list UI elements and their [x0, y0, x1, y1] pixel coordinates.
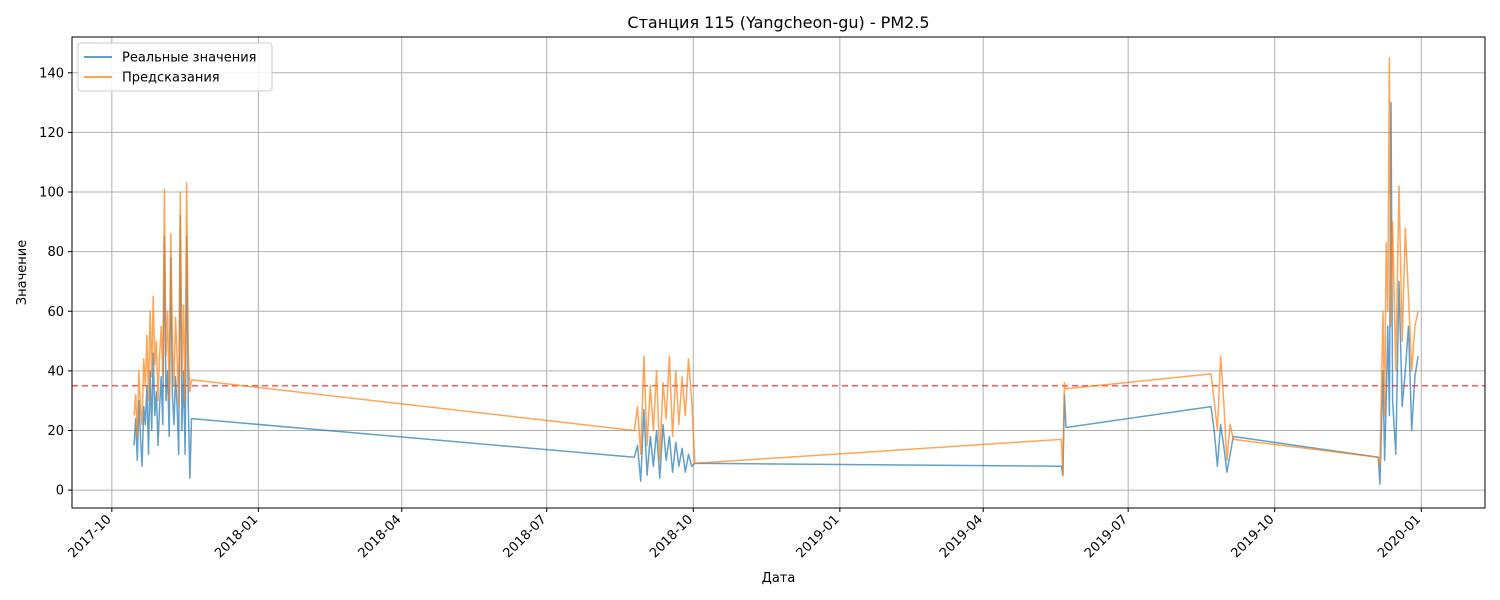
legend: Реальные значения Предсказания: [77, 42, 273, 92]
grid: [72, 37, 1485, 508]
y-tick-label: 140: [39, 66, 64, 81]
series-layer: [133, 57, 1419, 485]
chart-title: Станция 115 (Yangcheon-gu) - PM2.5: [627, 13, 929, 32]
y-tick-label: 0: [56, 484, 64, 499]
y-axis: 0 20 40 60 80 100 120 140: [39, 66, 72, 499]
y-tick-label: 60: [47, 305, 64, 320]
legend-box: [77, 42, 273, 92]
y-tick-label: 100: [39, 186, 64, 201]
y-tick-label: 40: [47, 364, 64, 379]
y-axis-label: Значение: [15, 240, 30, 305]
legend-label-real: Реальные значения: [122, 51, 257, 66]
y-tick-label: 80: [47, 245, 64, 260]
legend-label-predicted: Предсказания: [122, 71, 220, 86]
y-tick-label: 20: [47, 424, 64, 439]
x-axis-label: Дата: [762, 571, 796, 586]
series-line-real: [133, 101, 1419, 485]
plot-frame: [71, 36, 1486, 509]
series-line-predicted: [133, 57, 1419, 476]
y-tick-label: 120: [39, 126, 64, 141]
